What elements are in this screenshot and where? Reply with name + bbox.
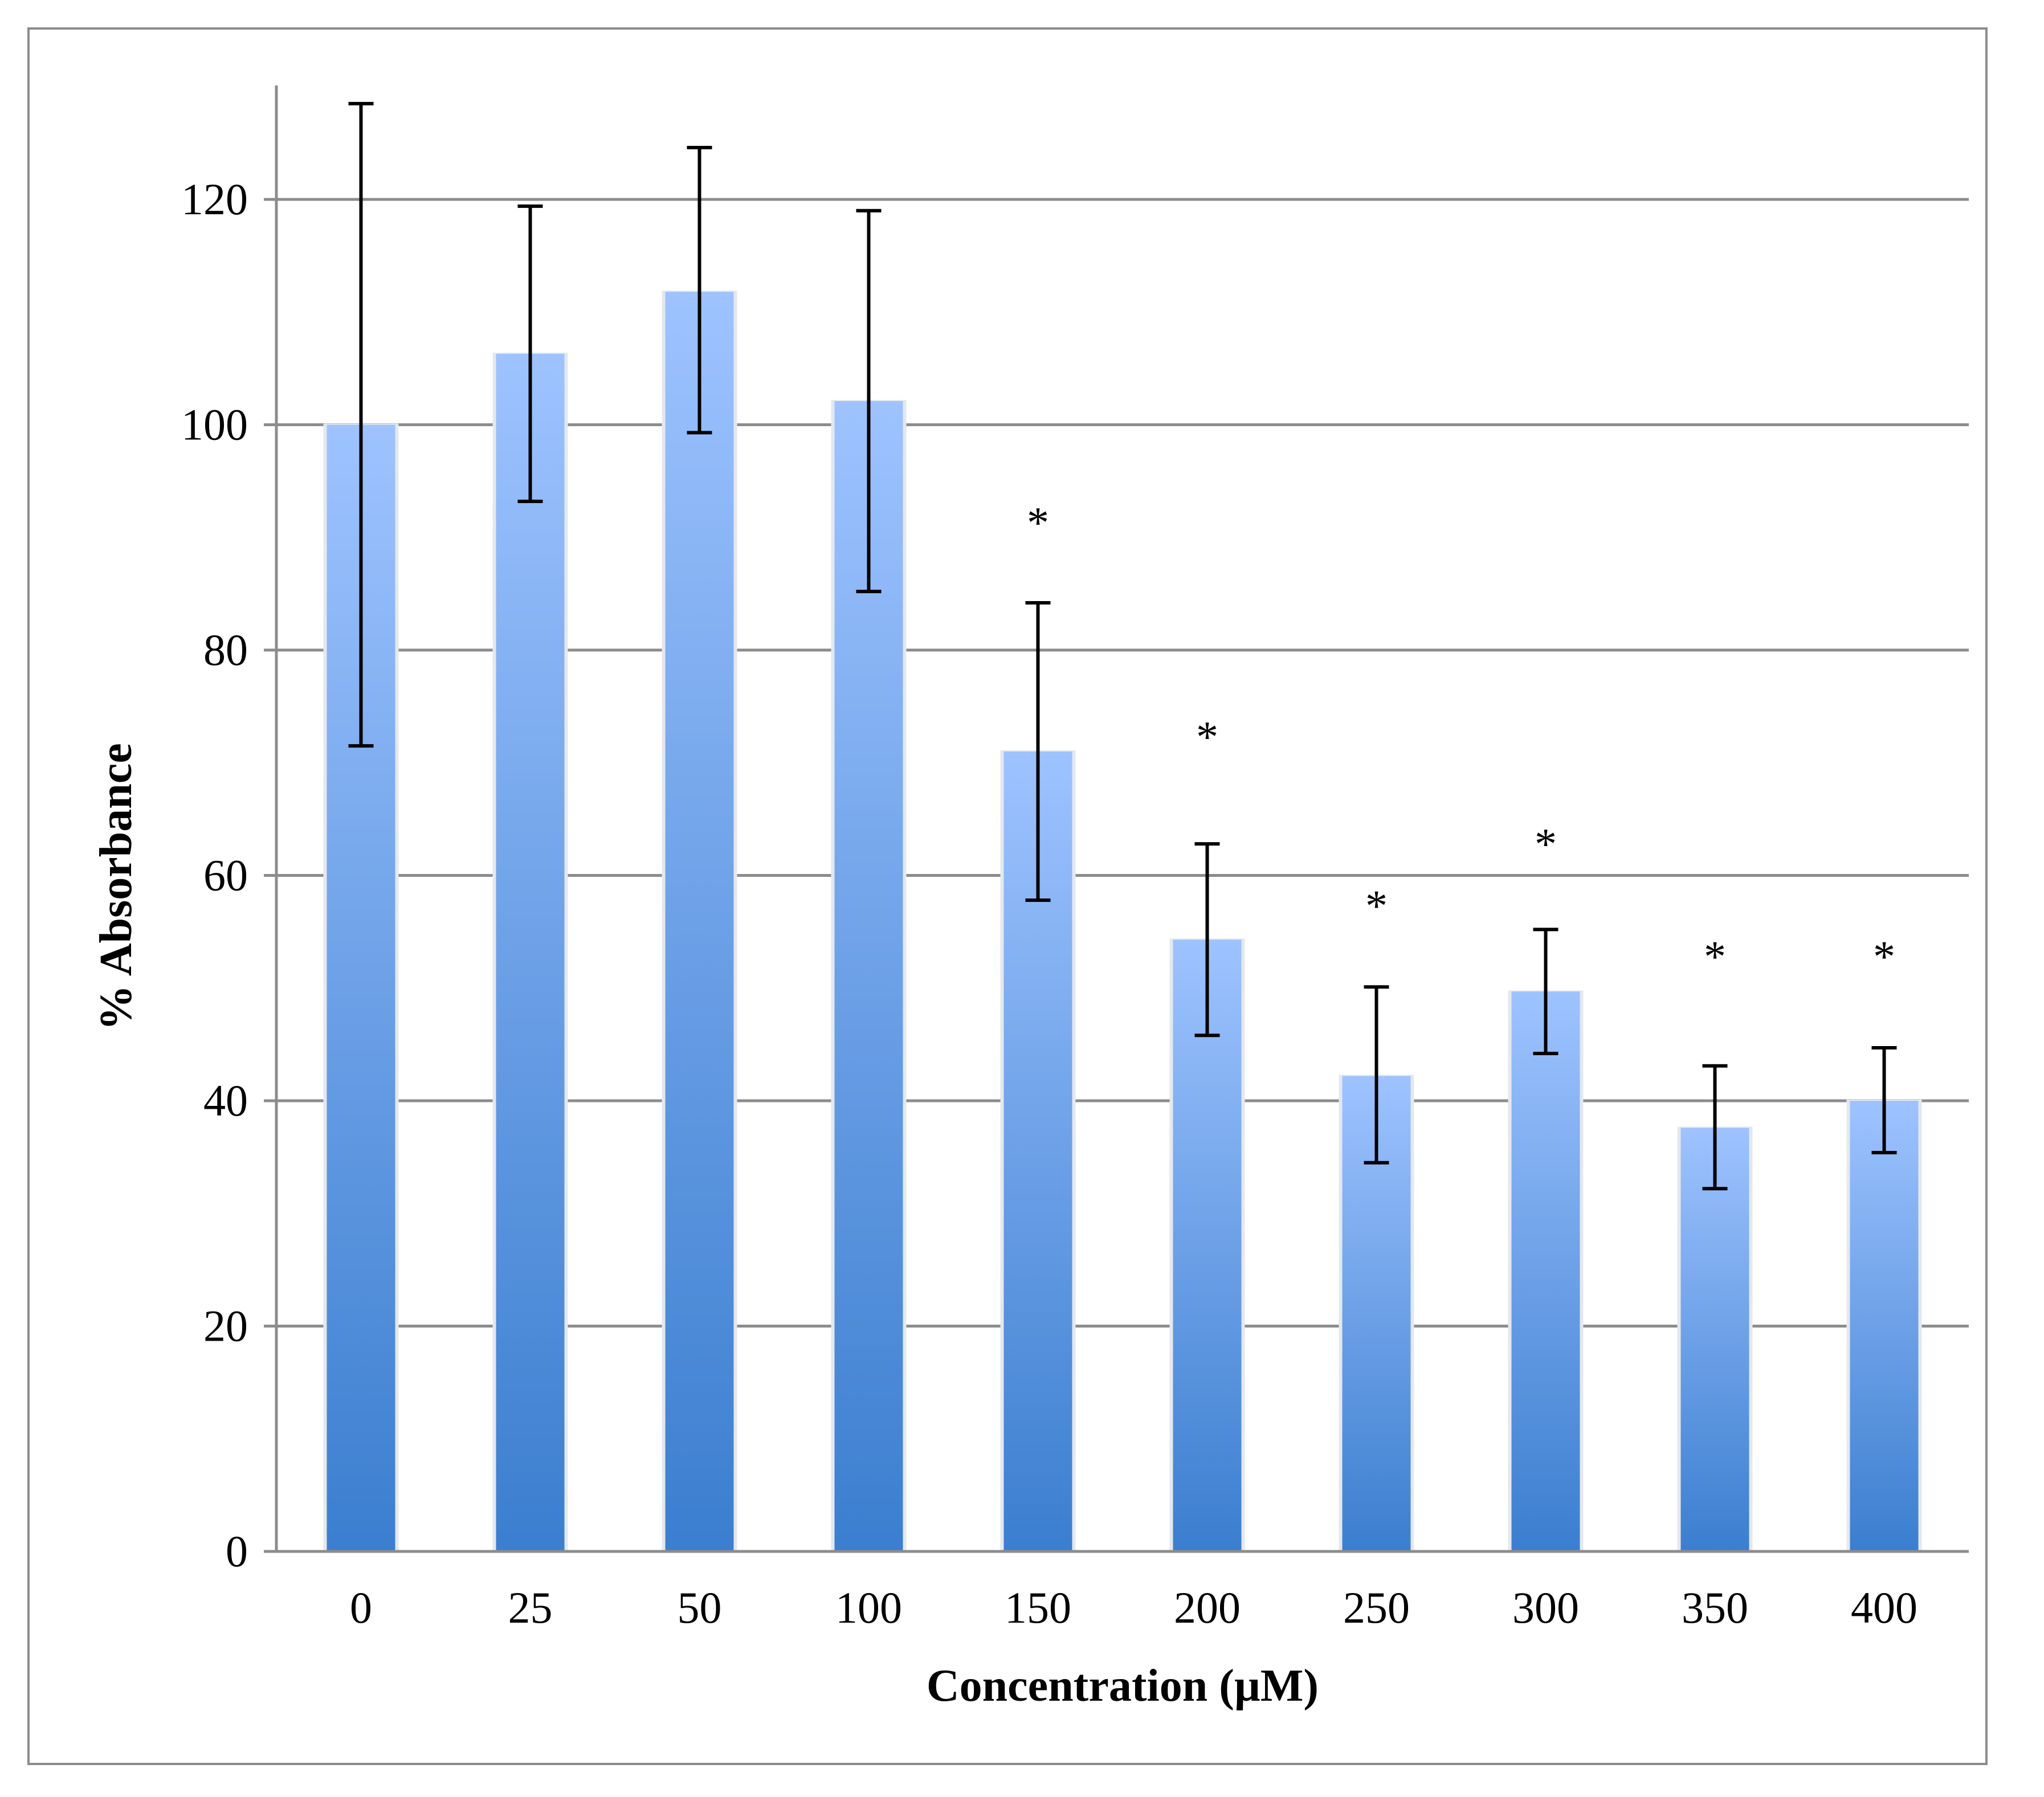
x-tick-label-25: 25 bbox=[508, 1583, 553, 1632]
x-axis-title: Concentration (µM) bbox=[927, 1661, 1319, 1711]
x-tick-label-100: 100 bbox=[835, 1583, 902, 1632]
bar-400 bbox=[1850, 1101, 1919, 1551]
y-tick-label-60: 60 bbox=[203, 851, 248, 900]
x-tick-label-300: 300 bbox=[1512, 1583, 1579, 1632]
y-tick-label-120: 120 bbox=[181, 174, 248, 224]
x-tick-label-0: 0 bbox=[350, 1583, 372, 1632]
bar-350 bbox=[1680, 1128, 1749, 1551]
y-axis-title: % Absorbance bbox=[91, 743, 141, 1031]
bar-25 bbox=[496, 353, 565, 1551]
significance-marker-200: * bbox=[1196, 712, 1218, 761]
bar-200 bbox=[1173, 940, 1242, 1551]
error-bars bbox=[348, 101, 1897, 1191]
significance-marker-300: * bbox=[1535, 819, 1557, 868]
x-tick-label-150: 150 bbox=[1005, 1583, 1071, 1632]
y-tick-label-80: 80 bbox=[203, 625, 248, 675]
y-tick-label-0: 0 bbox=[226, 1526, 248, 1576]
y-tick-label-100: 100 bbox=[181, 400, 248, 450]
tick-labels: 0 20 40 60 80 100 120 0 25 50 100 150 200 250 300 350 40… bbox=[181, 174, 1917, 1632]
axes bbox=[264, 85, 1969, 1553]
bars bbox=[323, 291, 1922, 1552]
bar-50 bbox=[665, 292, 734, 1551]
x-tick-label-350: 350 bbox=[1682, 1583, 1748, 1632]
significance-marker-400: * bbox=[1873, 932, 1895, 981]
x-tick-label-200: 200 bbox=[1174, 1583, 1241, 1632]
y-tick-label-20: 20 bbox=[203, 1301, 248, 1351]
significance-marker-350: * bbox=[1704, 932, 1726, 981]
bar-300 bbox=[1511, 991, 1580, 1551]
x-tick-label-50: 50 bbox=[678, 1583, 722, 1632]
significance-marker-250: * bbox=[1365, 881, 1388, 930]
significance-markers: * * * * * * bbox=[1027, 498, 1895, 981]
x-tick-label-250: 250 bbox=[1343, 1583, 1410, 1632]
x-tick-label-400: 400 bbox=[1851, 1583, 1917, 1632]
y-tick-label-40: 40 bbox=[203, 1076, 248, 1125]
significance-marker-150: * bbox=[1027, 498, 1049, 548]
